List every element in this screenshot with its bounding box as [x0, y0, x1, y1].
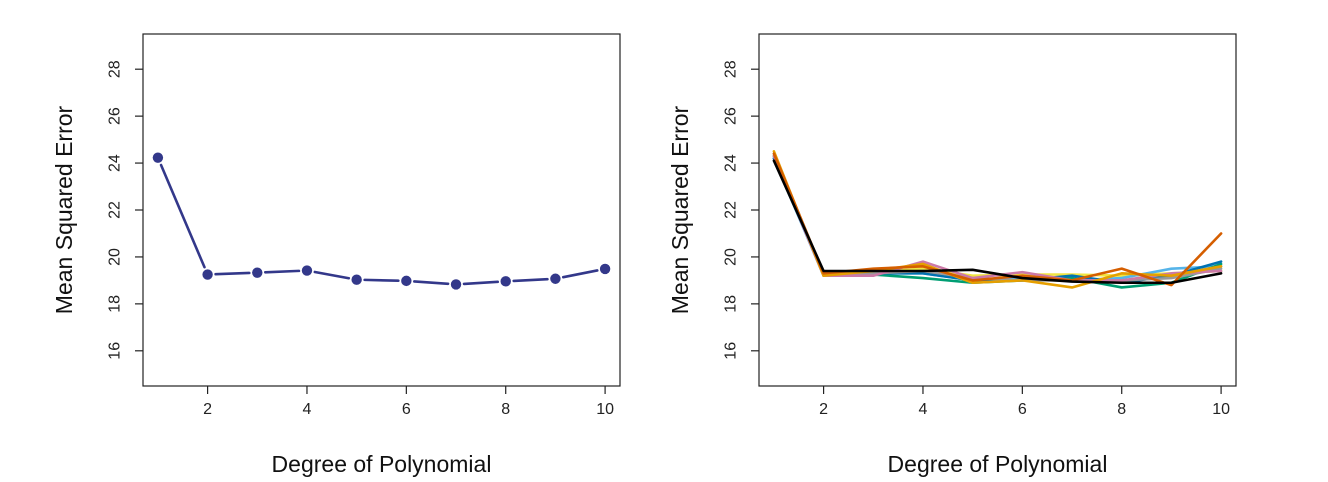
plot-frame-right	[758, 33, 1237, 387]
series-line-right-9	[772, 159, 1223, 285]
y-tick-label-left-20: 20	[107, 248, 124, 266]
data-marks-right	[772, 150, 1223, 289]
series-segment-left-5	[363, 278, 400, 282]
y-tick-label-right-20: 20	[723, 248, 740, 266]
series-segment-left-1	[159, 163, 206, 269]
series-line-right-2	[772, 157, 1223, 282]
x-tick-label-right-10: 10	[1212, 401, 1230, 418]
x-tick-label-right-4: 4	[919, 401, 928, 418]
series-line-right-4	[772, 157, 1223, 285]
data-point-left-5	[351, 274, 362, 285]
series-line-right-8	[772, 152, 1223, 287]
y-tick-label-left-26: 26	[107, 107, 124, 125]
series-line-right-5	[772, 152, 1223, 282]
series-segment-left-2	[214, 271, 251, 276]
x-tick-label-left-2: 2	[203, 401, 212, 418]
series-segment-left-3	[263, 269, 301, 274]
x-tick-label-right-8: 8	[1117, 401, 1126, 418]
series-line-right-3	[772, 154, 1223, 289]
data-point-left-1	[152, 152, 164, 163]
series-segment-left-9	[561, 269, 599, 279]
data-point-left-3	[252, 267, 263, 278]
series-segment-left-6	[413, 280, 450, 286]
x-tick-label-left-6: 6	[402, 401, 411, 418]
y-tick-label-left-24: 24	[107, 154, 124, 172]
x-tick-label-left-10: 10	[596, 401, 614, 418]
data-point-left-8	[500, 276, 511, 287]
y-axis-title-left: Mean Squared Error	[51, 105, 77, 314]
data-point-left-9	[550, 273, 561, 284]
x-tick-label-right-6: 6	[1018, 401, 1027, 418]
y-tick-label-right-26: 26	[723, 107, 740, 125]
series-line-right-1	[772, 154, 1223, 278]
x-tick-label-left-8: 8	[501, 401, 510, 418]
data-marks-left	[152, 152, 611, 290]
data-point-left-10	[599, 263, 611, 275]
y-tick-label-right-22: 22	[723, 201, 740, 219]
y-axis-title-right: Mean Squared Error	[667, 105, 693, 314]
series-segment-left-7	[462, 280, 500, 286]
data-point-left-2	[202, 269, 213, 280]
x-axis-title-left: Degree of Polynomial	[272, 451, 492, 477]
series-segment-left-4	[313, 270, 351, 280]
plot-frame-left	[142, 33, 621, 387]
y-tick-label-left-22: 22	[107, 201, 124, 219]
data-point-left-4	[301, 265, 313, 276]
y-tick-label-right-16: 16	[723, 342, 740, 360]
series-segment-left-8	[512, 277, 549, 283]
y-tick-label-right-28: 28	[723, 60, 740, 78]
x-tick-label-right-2: 2	[819, 401, 828, 418]
data-point-left-6	[401, 275, 412, 287]
series-line-right-7	[772, 150, 1223, 289]
y-tick-label-right-18: 18	[723, 295, 740, 313]
x-axis-title-right: Degree of Polynomial	[888, 451, 1108, 477]
y-tick-label-left-18: 18	[107, 295, 124, 313]
series-line-right-6	[772, 154, 1223, 282]
y-tick-label-left-16: 16	[107, 342, 124, 360]
y-tick-label-left-28: 28	[107, 60, 124, 78]
y-tick-label-right-24: 24	[723, 154, 740, 172]
x-tick-label-left-4: 4	[303, 401, 312, 418]
data-point-left-7	[450, 279, 462, 290]
